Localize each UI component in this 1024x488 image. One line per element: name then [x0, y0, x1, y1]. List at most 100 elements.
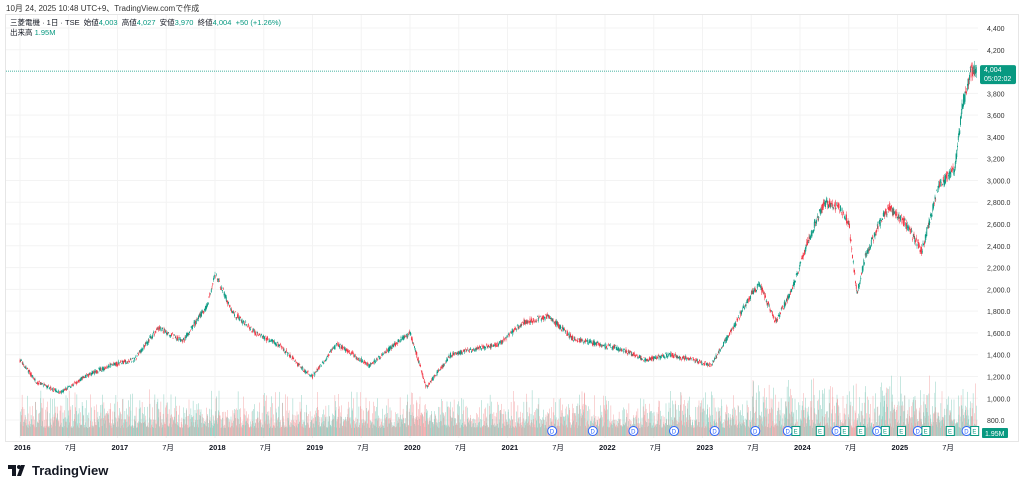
volume-bar [881, 382, 882, 436]
candle-body [45, 385, 47, 387]
candle-body [84, 377, 85, 379]
volume-bar [51, 427, 52, 436]
volume-bar [871, 422, 873, 436]
volume-bar [602, 427, 603, 436]
candle-body [246, 326, 248, 327]
volume-bar [270, 417, 272, 436]
candle-body [190, 326, 192, 328]
volume-bar [233, 413, 235, 436]
volume-bar [942, 419, 943, 436]
volume-bar [614, 423, 615, 436]
candle-body [846, 222, 848, 224]
candle-body [118, 363, 120, 366]
candle-body [832, 206, 834, 209]
volume-bar [774, 427, 775, 436]
volume-bar [430, 427, 431, 436]
candle-body [547, 314, 549, 317]
volume-bar [59, 410, 61, 436]
volume-bar [237, 418, 238, 436]
candle-body [53, 388, 55, 391]
candle-body [359, 359, 361, 361]
volume-bar [312, 423, 314, 436]
candle-body [625, 348, 627, 353]
candle-body [790, 288, 792, 292]
candle-body [773, 316, 775, 318]
volume-bar [425, 426, 427, 436]
candle-body [391, 344, 393, 349]
volume-bar [441, 425, 443, 436]
volume-bar [393, 421, 395, 436]
volume-bar [428, 424, 429, 436]
candle-body [39, 383, 41, 384]
volume-bar [561, 417, 562, 436]
volume-bar [80, 424, 81, 436]
volume-bar [651, 411, 652, 436]
candle-body [814, 220, 816, 224]
volume-bar [366, 427, 367, 436]
volume-bar [911, 422, 912, 436]
high-value: 4,027 [136, 18, 156, 27]
volume-bar [299, 421, 300, 436]
volume-bar [328, 405, 330, 436]
candle-body [533, 318, 535, 320]
volume-bar [555, 417, 557, 436]
candle-body [497, 342, 499, 347]
volume-bar [318, 425, 319, 436]
candle-body [420, 370, 422, 372]
volume-bar [456, 425, 458, 436]
volume-bar [138, 423, 139, 436]
candle-body [51, 388, 52, 390]
volume-bar [852, 406, 853, 436]
volume-bar [492, 413, 493, 436]
volume-bar [764, 399, 766, 436]
volume-bar [418, 416, 420, 436]
volume-bar [659, 424, 660, 436]
volume-bar [532, 427, 534, 436]
volume-bar [99, 427, 100, 436]
candle-body [774, 320, 775, 322]
candle-body [548, 315, 550, 317]
candle-body [315, 371, 317, 372]
candle-body [698, 361, 700, 364]
candle-body [168, 335, 170, 336]
candle-body [237, 314, 238, 318]
low-label: 安値 [159, 18, 175, 27]
volume-bar [700, 412, 701, 436]
volume-bar [648, 425, 649, 436]
volume-bar [376, 418, 378, 436]
volume-bar [473, 423, 474, 436]
candle-body [141, 348, 143, 351]
volume-bar [166, 402, 168, 436]
volume-bar [349, 417, 351, 436]
volume-bar [433, 424, 435, 436]
volume-bar [118, 417, 119, 436]
y-tick-label: 1,200.0 [987, 374, 1010, 381]
volume-bar [451, 421, 452, 436]
candle-body [354, 355, 355, 357]
volume-bar [544, 427, 546, 436]
volume-bar [350, 425, 351, 436]
volume-bar [95, 425, 97, 436]
volume-bar [738, 406, 739, 436]
volume-bar [27, 413, 29, 436]
volume-bar [899, 405, 901, 436]
volume-bar [74, 414, 75, 436]
volume-bar [582, 405, 583, 436]
candle-body [438, 369, 439, 372]
candle-body [408, 334, 409, 335]
volume-bar [404, 425, 406, 436]
volume-bar [699, 426, 700, 436]
volume-bar [623, 425, 625, 436]
candle-body [527, 321, 529, 324]
volume-bar [534, 427, 536, 436]
volume-bar [231, 422, 233, 436]
volume-bar [644, 414, 645, 436]
volume-bar [162, 413, 164, 436]
candle-body [642, 360, 644, 362]
volume-bar [670, 391, 671, 436]
volume-bar [722, 427, 724, 436]
volume-bar [392, 425, 393, 436]
volume-bar [779, 410, 781, 436]
volume-bar [660, 427, 662, 436]
